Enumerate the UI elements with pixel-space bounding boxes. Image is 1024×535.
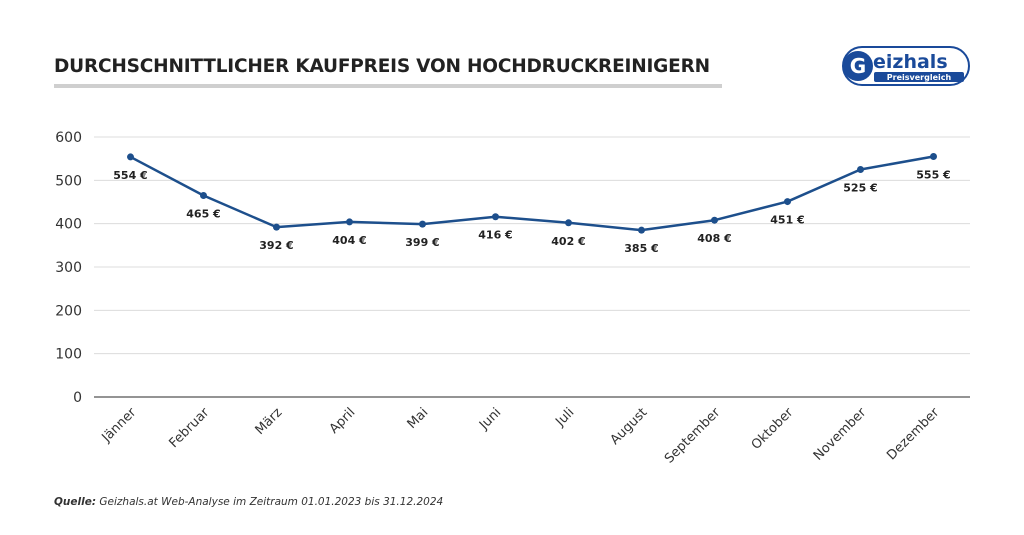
data-point (565, 219, 572, 227)
data-point (711, 216, 718, 224)
series-layer (127, 153, 937, 234)
data-point (492, 213, 499, 221)
data-label: 408 € (697, 232, 731, 245)
data-label: 402 € (551, 235, 585, 248)
data-label: 404 € (332, 234, 366, 247)
x-tick-labels: Jänner Februar März April Mai Juni Juli August S… (99, 405, 943, 467)
y-tick-label: 200 (55, 303, 82, 319)
data-point (784, 198, 791, 206)
data-point (638, 226, 645, 234)
source-note: Quelle: Geizhals.at Web-Analyse im Zeitr… (54, 496, 443, 508)
chart-title: DURCHSCHNITTLICHER KAUFPREIS VON HOCHDRU… (54, 56, 710, 77)
x-tick-label: Juli (552, 405, 577, 430)
logo-badge (843, 51, 873, 81)
x-tick-label: Oktober (749, 405, 797, 453)
data-label: 385 € (624, 242, 658, 255)
x-tick-label: Mai (405, 405, 432, 432)
series-line (129, 155, 935, 232)
logo-subtitle: Preisvergleich (887, 73, 952, 82)
data-point (273, 223, 280, 231)
x-tick-label: April (327, 405, 359, 437)
x-tick-label: Dezember (884, 405, 943, 464)
data-point (930, 153, 937, 160)
y-tick-label: 500 (55, 173, 82, 189)
x-tick-label: August (608, 405, 651, 448)
data-label: 555 € (916, 169, 950, 182)
data-label: 465 € (186, 208, 220, 221)
title-underline (54, 84, 722, 88)
data-point (857, 166, 864, 173)
source-text: Geizhals.at Web-Analyse im Zeitraum 01.0… (99, 496, 444, 508)
grid-layer (94, 136, 970, 398)
x-tick-label: Juni (476, 405, 504, 433)
data-label: 416 € (478, 229, 512, 242)
y-tick-label: 300 (55, 260, 82, 276)
data-label: 554 € (113, 169, 147, 182)
x-tick-label: Jänner (99, 405, 140, 446)
data-labels: 554 € 465 € 392 € 404 € 399 € 416 € 402 € 385 €… (113, 169, 950, 256)
logo-initial: G (850, 54, 866, 78)
data-label: 525 € (843, 182, 877, 195)
geizhals-logo: G eizhals Preisvergleich (842, 46, 970, 86)
data-point (200, 192, 207, 199)
y-tick-label: 600 (55, 130, 82, 146)
y-tick-labels: 0 100 200 300 400 500 600 (55, 130, 82, 406)
logo-sub-bar (874, 72, 964, 82)
data-label: 392 € (259, 239, 293, 252)
data-label: 399 € (405, 236, 439, 249)
logo-name: eizhals (873, 51, 948, 73)
x-tick-label: März (253, 405, 286, 438)
y-tick-label: 400 (55, 217, 82, 233)
data-point (346, 218, 353, 226)
source-label: Quelle: (54, 496, 97, 508)
data-point (127, 153, 134, 161)
y-tick-label: 100 (55, 347, 82, 363)
data-label: 451 € (770, 214, 804, 227)
data-point (419, 220, 426, 228)
x-tick-label: September (662, 405, 724, 467)
x-tick-label: Februar (166, 405, 212, 451)
y-tick-label: 0 (73, 390, 82, 406)
x-tick-label: November (811, 405, 870, 464)
